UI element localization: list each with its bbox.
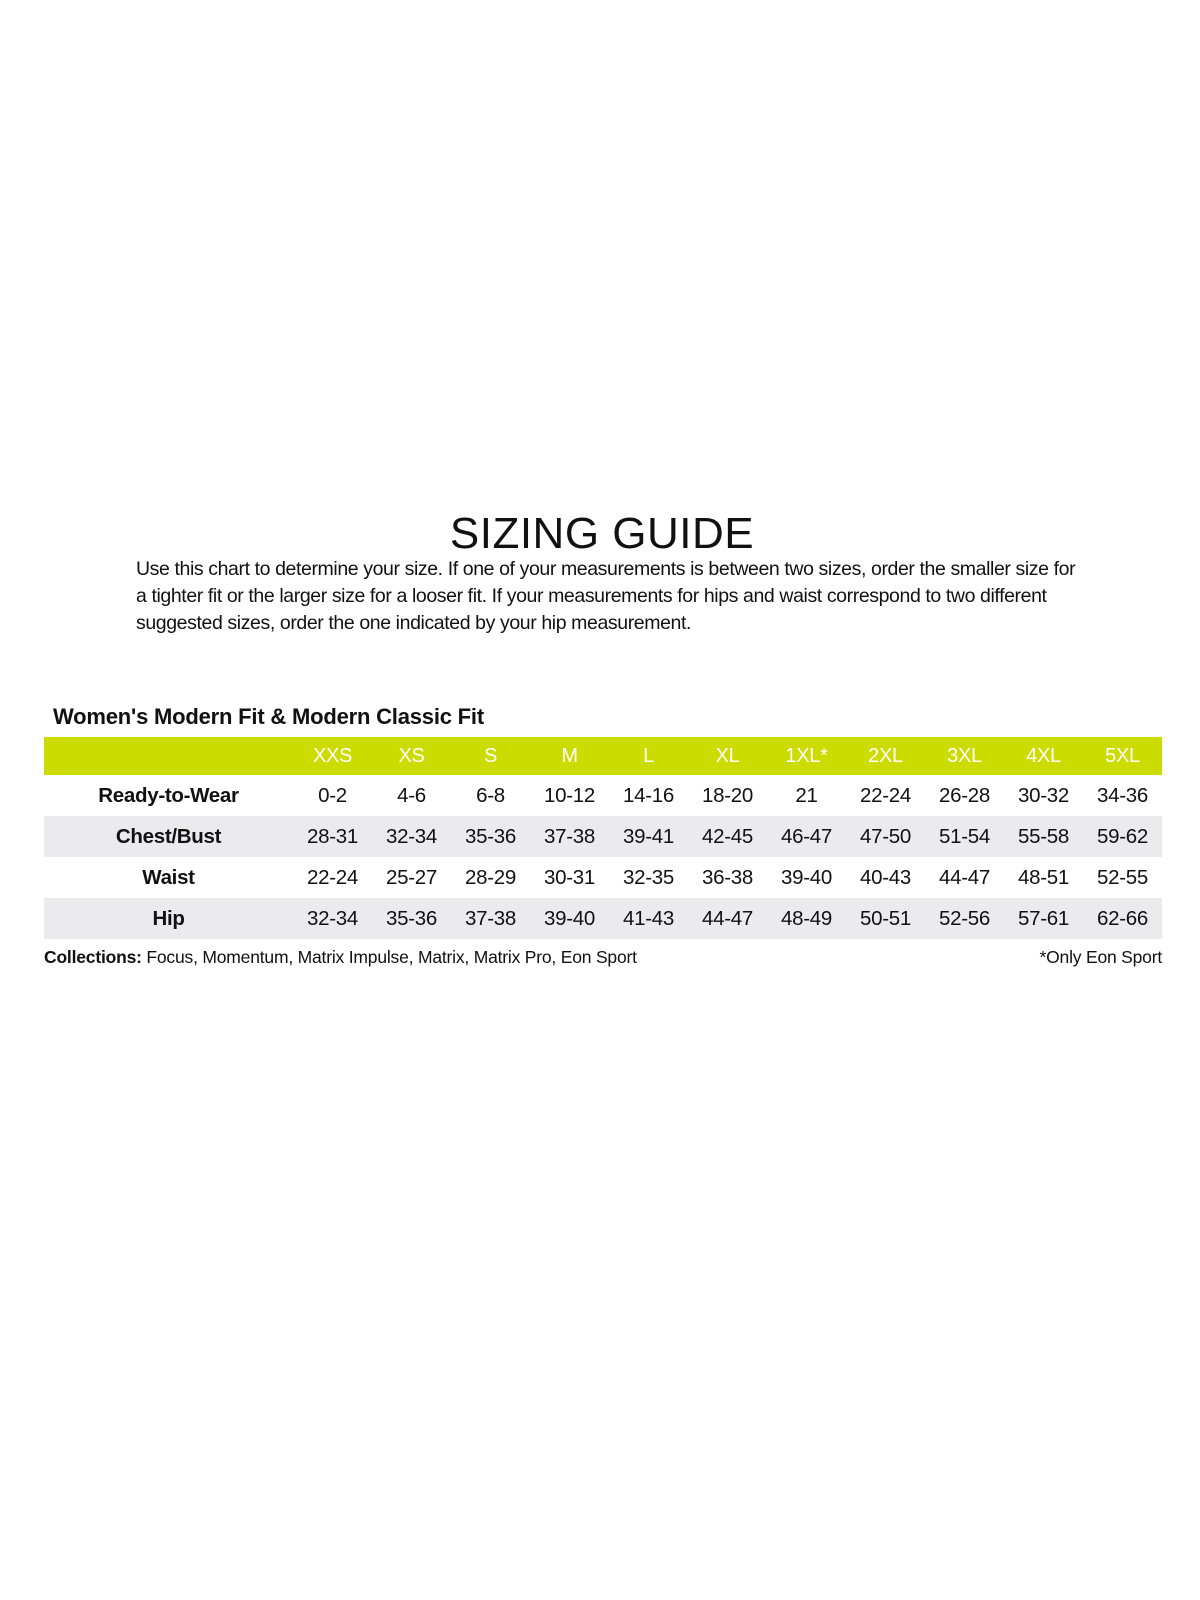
measurement-cell: 26-28 (939, 783, 990, 807)
row-label: Ready-to-Wear (98, 783, 239, 807)
measurement-cell: 36-38 (702, 865, 753, 889)
size-header-cell: M (561, 744, 578, 767)
size-header-cell: XS (398, 744, 425, 767)
measurement-cell: 44-47 (702, 906, 753, 930)
measurement-cell: 42-45 (702, 824, 753, 848)
measurement-cell: 50-51 (860, 906, 911, 930)
size-header-cell: 5XL (1105, 744, 1140, 767)
measurement-cell: 10-12 (544, 783, 595, 807)
row-label: Chest/Bust (115, 824, 222, 848)
measurement-cell: 35-36 (386, 906, 437, 930)
measurement-cell: 40-43 (860, 865, 911, 889)
size-header-cell: 1XL* (785, 744, 828, 767)
measurement-cell: 46-47 (781, 824, 832, 848)
table-row: Ready-to-Wear 0-2 4-6 6-8 10-12 14-16 18-20 21 2… (44, 775, 1162, 816)
size-header-cell: XL (715, 744, 740, 767)
measurement-cell: 32-34 (386, 824, 437, 848)
measurement-cell: 41-43 (623, 906, 674, 930)
size-header-cell: XXS (312, 744, 353, 767)
size-header-cell: 2XL (868, 744, 903, 767)
size-header-cell: 3XL (947, 744, 982, 767)
size-header-cell: S (483, 744, 498, 767)
table-row: Chest/Bust 28-31 32-34 35-36 37-38 39-41 42-45… (44, 816, 1162, 857)
measurement-cell: 44-47 (939, 865, 990, 889)
size-header-row: XXS XS S M L XL 1XL* 2XL 3XL 4XL 5XL (44, 737, 1162, 775)
measurement-cell: 48-49 (781, 906, 832, 930)
measurement-cell: 25-27 (386, 865, 437, 889)
size-chart-table: XXS XS S M L XL 1XL* 2XL 3XL 4XL 5XL Ready-to-Wear… (44, 737, 1162, 939)
measurement-cell: 32-34 (307, 906, 358, 930)
measurement-cell: 14-16 (623, 783, 674, 807)
measurement-cell: 47-50 (860, 824, 911, 848)
measurement-cell: 30-32 (1018, 783, 1069, 807)
collections-label: Collections: (44, 947, 142, 967)
measurement-cell: 37-38 (465, 906, 516, 930)
measurement-cell: 28-31 (307, 824, 358, 848)
page-title: SIZING GUIDE (449, 509, 755, 559)
measurement-cell: 32-35 (623, 865, 674, 889)
measurement-cell: 22-24 (860, 783, 911, 807)
measurement-cell: 4-6 (397, 783, 426, 807)
measurement-cell: 39-40 (781, 865, 832, 889)
measurement-cell: 6-8 (476, 783, 505, 807)
size-header-cell: L (643, 744, 654, 767)
measurement-cell: 52-56 (939, 906, 990, 930)
measurement-cell: 39-40 (544, 906, 595, 930)
measurement-cell: 37-38 (544, 824, 595, 848)
measurement-cell: 51-54 (939, 824, 990, 848)
measurement-cell: 39-41 (623, 824, 674, 848)
measurement-cell: 62-66 (1097, 906, 1148, 930)
collections-list: Focus, Momentum, Matrix Impulse, Matrix,… (141, 947, 637, 967)
collections-note: Collections: Focus, Momentum, Matrix Imp… (44, 947, 637, 968)
measurement-cell: 48-51 (1018, 865, 1069, 889)
measurement-cell: 52-55 (1097, 865, 1148, 889)
row-label: Waist (142, 865, 195, 889)
measurement-cell: 34-36 (1097, 783, 1148, 807)
measurement-cell: 57-61 (1018, 906, 1069, 930)
measurement-cell: 55-58 (1018, 824, 1069, 848)
table-row: Hip 32-34 35-36 37-38 39-40 41-43 44-47 48-49 50… (44, 898, 1162, 939)
table-title: Women's Modern Fit & Modern Classic Fit (53, 704, 484, 729)
measurement-cell: 0-2 (318, 783, 347, 807)
measurement-cell: 28-29 (465, 865, 516, 889)
table-row: Waist 22-24 25-27 28-29 30-31 32-35 36-38 39-40… (44, 857, 1162, 898)
measurement-cell: 35-36 (465, 824, 516, 848)
header-blank-cell (44, 737, 293, 775)
measurement-cell: 18-20 (702, 783, 753, 807)
measurement-cell: 22-24 (307, 865, 358, 889)
measurement-cell: 21 (795, 783, 818, 807)
measurement-cell: 30-31 (544, 865, 595, 889)
size-header-cell: 4XL (1026, 744, 1061, 767)
row-label: Hip (152, 906, 185, 930)
measurement-cell: 59-62 (1097, 824, 1148, 848)
intro-text: Use this chart to determine your size. I… (136, 558, 1076, 634)
footnote: *Only Eon Sport (1039, 947, 1163, 967)
